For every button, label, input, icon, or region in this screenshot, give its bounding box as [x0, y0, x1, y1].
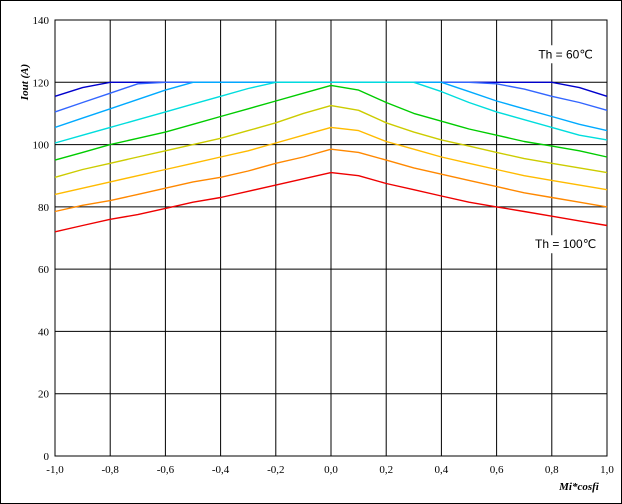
- x-tick-label: 0,6: [490, 464, 504, 476]
- x-tick-label: -1,0: [46, 464, 64, 476]
- x-tick-label: 0,2: [379, 464, 393, 476]
- y-tick-label: 100: [33, 140, 50, 152]
- x-tick-label: 1,0: [600, 464, 614, 476]
- series-line-5: [54, 84, 608, 161]
- x-tick-label: -0,2: [267, 464, 284, 476]
- annotation-background: [532, 235, 600, 254]
- x-tick-label: 0,0: [324, 464, 338, 476]
- y-tick-labels: 0 20 40 60 80 100 120 140: [33, 15, 50, 463]
- annotation-label: Th = 100℃: [535, 237, 596, 251]
- x-tick-label: 0,4: [435, 464, 449, 476]
- y-tick-label: 0: [44, 451, 50, 463]
- gridlines: [55, 20, 607, 456]
- x-axis-title: Mi*cosfi: [558, 481, 600, 493]
- plot-area: [54, 19, 608, 457]
- series-line-4: [54, 81, 608, 144]
- y-tick-label: 120: [33, 77, 50, 89]
- x-tick-label: -0,8: [101, 464, 119, 476]
- y-tick-label: 60: [38, 264, 50, 276]
- y-tick-label: 140: [33, 15, 50, 27]
- annotation-label: Th = 60℃: [538, 47, 593, 61]
- y-tick-label: 40: [38, 326, 50, 338]
- series-line-9: [54, 171, 608, 233]
- annotations: Th = 60℃ Th = 100℃: [532, 45, 600, 254]
- x-tick-label: -0,4: [212, 464, 230, 476]
- y-tick-label: 20: [38, 389, 50, 401]
- series-line-8: [54, 148, 608, 213]
- x-tick-label: 0,8: [545, 464, 559, 476]
- y-tick-label: 80: [38, 202, 50, 214]
- series-lines: [54, 81, 608, 233]
- series-line-6: [54, 104, 608, 178]
- x-tick-labels: -1,0 -0,8 -0,6 -0,4 -0,2 0,0 0,2 0,4 0,6 0,8 1,0: [46, 464, 614, 476]
- annotation-background: [535, 45, 596, 64]
- y-axis-title: Iout (A): [19, 64, 31, 101]
- series-line-7: [54, 126, 608, 196]
- x-tick-label: -0,6: [157, 464, 175, 476]
